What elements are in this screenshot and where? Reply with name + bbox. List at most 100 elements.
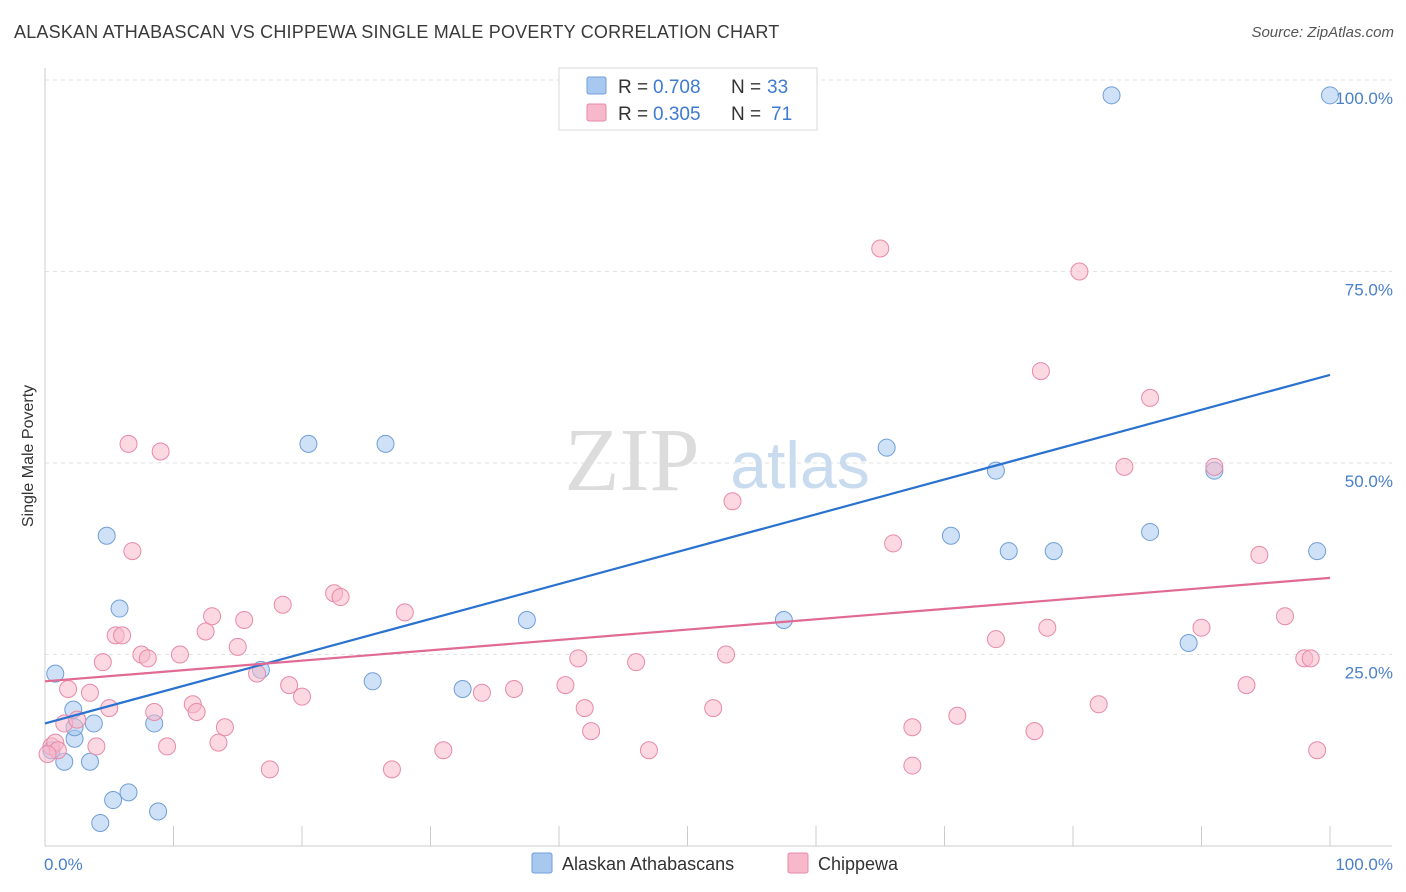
trend-lines (44, 373, 1331, 725)
point-chippewa (639, 741, 658, 760)
point-alaskan-athabascans (299, 434, 318, 453)
point-alaskan-athabascans (97, 526, 116, 545)
point-chippewa (331, 588, 350, 607)
y-axis-label: Single Male Poverty (20, 385, 37, 527)
bottom-legend: Alaskan Athabascans Chippewa (531, 852, 899, 874)
point-alaskan-athabascans (104, 791, 123, 810)
watermark-zip: ZIP (565, 411, 700, 510)
point-alaskan-athabascans (149, 802, 168, 821)
point-alaskan-athabascans (1044, 542, 1063, 561)
point-chippewa (1031, 362, 1050, 381)
point-chippewa (569, 649, 588, 668)
point-chippewa (38, 745, 57, 764)
point-alaskan-athabascans (1179, 634, 1198, 653)
point-chippewa (472, 683, 491, 702)
point-chippewa (1301, 649, 1320, 668)
chart-title: ALASKAN ATHABASCAN VS CHIPPEWA SINGLE MA… (14, 22, 780, 42)
point-chippewa (280, 676, 299, 695)
point-chippewa (138, 649, 157, 668)
x-tick-labels: 0.0% 100.0% (44, 855, 1393, 874)
point-chippewa (434, 741, 453, 760)
point-alaskan-athabascans (84, 714, 103, 733)
point-chippewa (151, 442, 170, 461)
point-chippewa (215, 718, 234, 737)
y-tick-label: 75.0% (1345, 281, 1393, 300)
chart-source: Source: ZipAtlas.com (1251, 24, 1394, 41)
point-chippewa (170, 645, 189, 664)
point-chippewa (582, 722, 601, 741)
grid-lines (45, 79, 1392, 655)
point-chippewa (209, 733, 228, 752)
point-alaskan-athabascans (376, 434, 395, 453)
point-alaskan-athabascans (877, 438, 896, 457)
point-chippewa (1070, 262, 1089, 281)
point-chippewa (187, 702, 206, 721)
point-chippewa (1025, 722, 1044, 741)
point-alaskan-athabascans (1321, 86, 1339, 105)
point-chippewa (1237, 676, 1256, 695)
point-chippewa (293, 687, 311, 706)
point-alaskan-athabascans (119, 783, 138, 802)
point-chippewa (884, 534, 903, 553)
point-alaskan-athabascans (1102, 86, 1121, 105)
y-tick-label: 25.0% (1345, 664, 1393, 683)
point-chippewa (93, 653, 112, 672)
legend-swatch-athabascan (586, 76, 607, 95)
point-alaskan-athabascans (80, 752, 99, 771)
point-chippewa (196, 622, 215, 641)
point-alaskan-athabascans (363, 672, 382, 691)
point-chippewa (1089, 695, 1108, 714)
bottom-legend-label-chippewa: Chippewa (818, 854, 899, 874)
axes (44, 68, 1392, 847)
point-chippewa (704, 699, 723, 718)
bottom-legend-swatch-athabascan (531, 852, 553, 874)
x-tick-label: 0.0% (44, 855, 83, 874)
point-alaskan-athabascans (110, 599, 129, 618)
legend-n-value-1: 33 (767, 77, 788, 98)
trend-line-chippewa (44, 576, 1331, 683)
point-chippewa (382, 760, 401, 779)
legend-n-value-2: 71 (771, 104, 792, 125)
point-chippewa (986, 630, 1005, 649)
point-chippewa (717, 645, 736, 664)
point-chippewa (1141, 388, 1160, 407)
point-chippewa (903, 718, 922, 737)
point-chippewa (1250, 545, 1269, 564)
point-alaskan-athabascans (453, 679, 472, 698)
point-chippewa (1038, 618, 1057, 637)
point-alaskan-athabascans (46, 664, 65, 683)
point-chippewa (948, 706, 967, 725)
data-points (38, 86, 1339, 833)
point-chippewa (1276, 607, 1295, 626)
point-chippewa (203, 607, 222, 626)
point-chippewa (1192, 618, 1211, 637)
point-chippewa (1115, 457, 1134, 476)
point-chippewa (87, 737, 106, 756)
point-chippewa (723, 492, 742, 511)
trend-line-alaskan-athabascans (44, 373, 1331, 725)
point-chippewa (273, 595, 292, 614)
point-alaskan-athabascans (517, 611, 536, 630)
watermark: ZIP atlas (565, 411, 870, 510)
legend-r-value-1: 0.708 (653, 77, 701, 98)
point-chippewa (260, 760, 279, 779)
point-alaskan-athabascans (1141, 522, 1160, 541)
point-chippewa (145, 702, 164, 721)
bottom-legend-swatch-chippewa (787, 852, 809, 874)
legend-r-label-1: R = (618, 77, 648, 98)
y-tick-label: 50.0% (1345, 472, 1393, 491)
point-alaskan-athabascans (999, 542, 1018, 561)
legend-n-label-1: N = (731, 77, 761, 98)
point-chippewa (575, 699, 594, 718)
point-chippewa (1308, 741, 1327, 760)
legend-r-value-2: 0.305 (653, 104, 701, 125)
point-chippewa (228, 637, 247, 656)
legend-n-label-2: N = (731, 104, 761, 125)
point-chippewa (871, 239, 890, 258)
point-chippewa (119, 434, 138, 453)
point-chippewa (627, 653, 646, 672)
point-chippewa (395, 603, 414, 622)
point-chippewa (80, 683, 99, 702)
point-chippewa (59, 679, 78, 698)
